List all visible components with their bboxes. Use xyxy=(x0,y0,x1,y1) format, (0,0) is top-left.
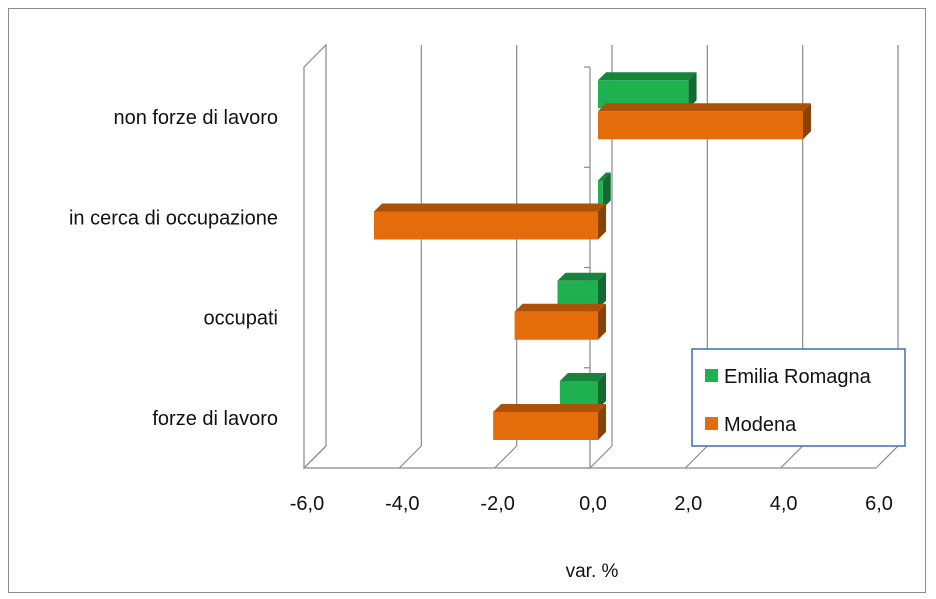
bar-emilia-romagna xyxy=(557,272,606,309)
bar-side-face xyxy=(598,373,606,409)
side-wall xyxy=(303,43,327,470)
category-label: occupati xyxy=(204,308,279,330)
legend-label-emilia-romagna: Emilia Romagna xyxy=(724,366,872,388)
bar-emilia-romagna xyxy=(598,172,611,209)
bar-side-face xyxy=(598,404,606,440)
bar-modena xyxy=(598,103,811,140)
bar-side-face xyxy=(598,203,606,240)
x-axis-title: var. % xyxy=(566,561,619,582)
x-tick-label: 0,0 xyxy=(579,493,607,515)
category-label: non forze di lavoro xyxy=(113,107,278,129)
floor-gridline xyxy=(780,445,804,469)
legend-label-modena: Modena xyxy=(724,414,797,436)
bar-emilia-romagna xyxy=(598,72,697,109)
bar-side-face xyxy=(598,303,606,340)
floor-gridline xyxy=(398,445,422,469)
legend-swatch-emilia-romagna xyxy=(705,369,718,382)
floor-gridline xyxy=(684,445,708,469)
category-labels: forze di lavoro occupati in cerca di occup… xyxy=(69,107,278,430)
category-label: in cerca di occupazione xyxy=(69,207,278,229)
bar-side-face xyxy=(688,72,697,109)
bar-side-face xyxy=(598,272,606,309)
bar-modena xyxy=(514,303,606,340)
bar-top-face xyxy=(493,404,606,412)
bar-modena xyxy=(493,404,606,440)
bar-series-group xyxy=(373,72,811,440)
floor-gridline xyxy=(589,445,613,469)
floor-gridline xyxy=(875,445,899,469)
bar-top-face xyxy=(598,103,811,112)
category-label: forze di lavoro xyxy=(152,408,278,430)
bar-top-face xyxy=(598,172,611,181)
bar-emilia-romagna xyxy=(559,373,606,409)
legend-swatch-modena xyxy=(705,417,718,430)
bar-front-face xyxy=(493,412,598,440)
bar-front-face xyxy=(373,211,598,240)
x-tick-label: 6,0 xyxy=(865,493,893,515)
bar-modena xyxy=(373,203,606,240)
floor-gridline xyxy=(303,445,327,469)
floor-gridline xyxy=(494,445,518,469)
legend-box xyxy=(691,348,906,447)
bar-front-face xyxy=(598,111,803,140)
bar-top-face xyxy=(373,203,606,212)
x-tick-label: 4,0 xyxy=(770,493,798,515)
bar-side-face xyxy=(602,172,611,209)
bar-top-face xyxy=(514,303,606,312)
bar-front-face xyxy=(514,311,598,340)
x-tick-label: 2,0 xyxy=(674,493,702,515)
bar-top-face xyxy=(598,72,697,81)
x-tick-label: -2,0 xyxy=(480,493,514,515)
x-tick-label: -4,0 xyxy=(385,493,419,515)
bar-side-face xyxy=(802,103,811,140)
legend: Emilia Romagna Modena xyxy=(691,348,906,447)
bar-front-face xyxy=(598,180,603,209)
x-tick-label: -6,0 xyxy=(290,493,324,515)
bar-top-face xyxy=(557,272,606,281)
bar-top-face xyxy=(559,373,606,381)
x-axis-ticks: -6,0 -4,0 -2,0 0,0 2,0 4,0 6,0 xyxy=(290,493,893,515)
